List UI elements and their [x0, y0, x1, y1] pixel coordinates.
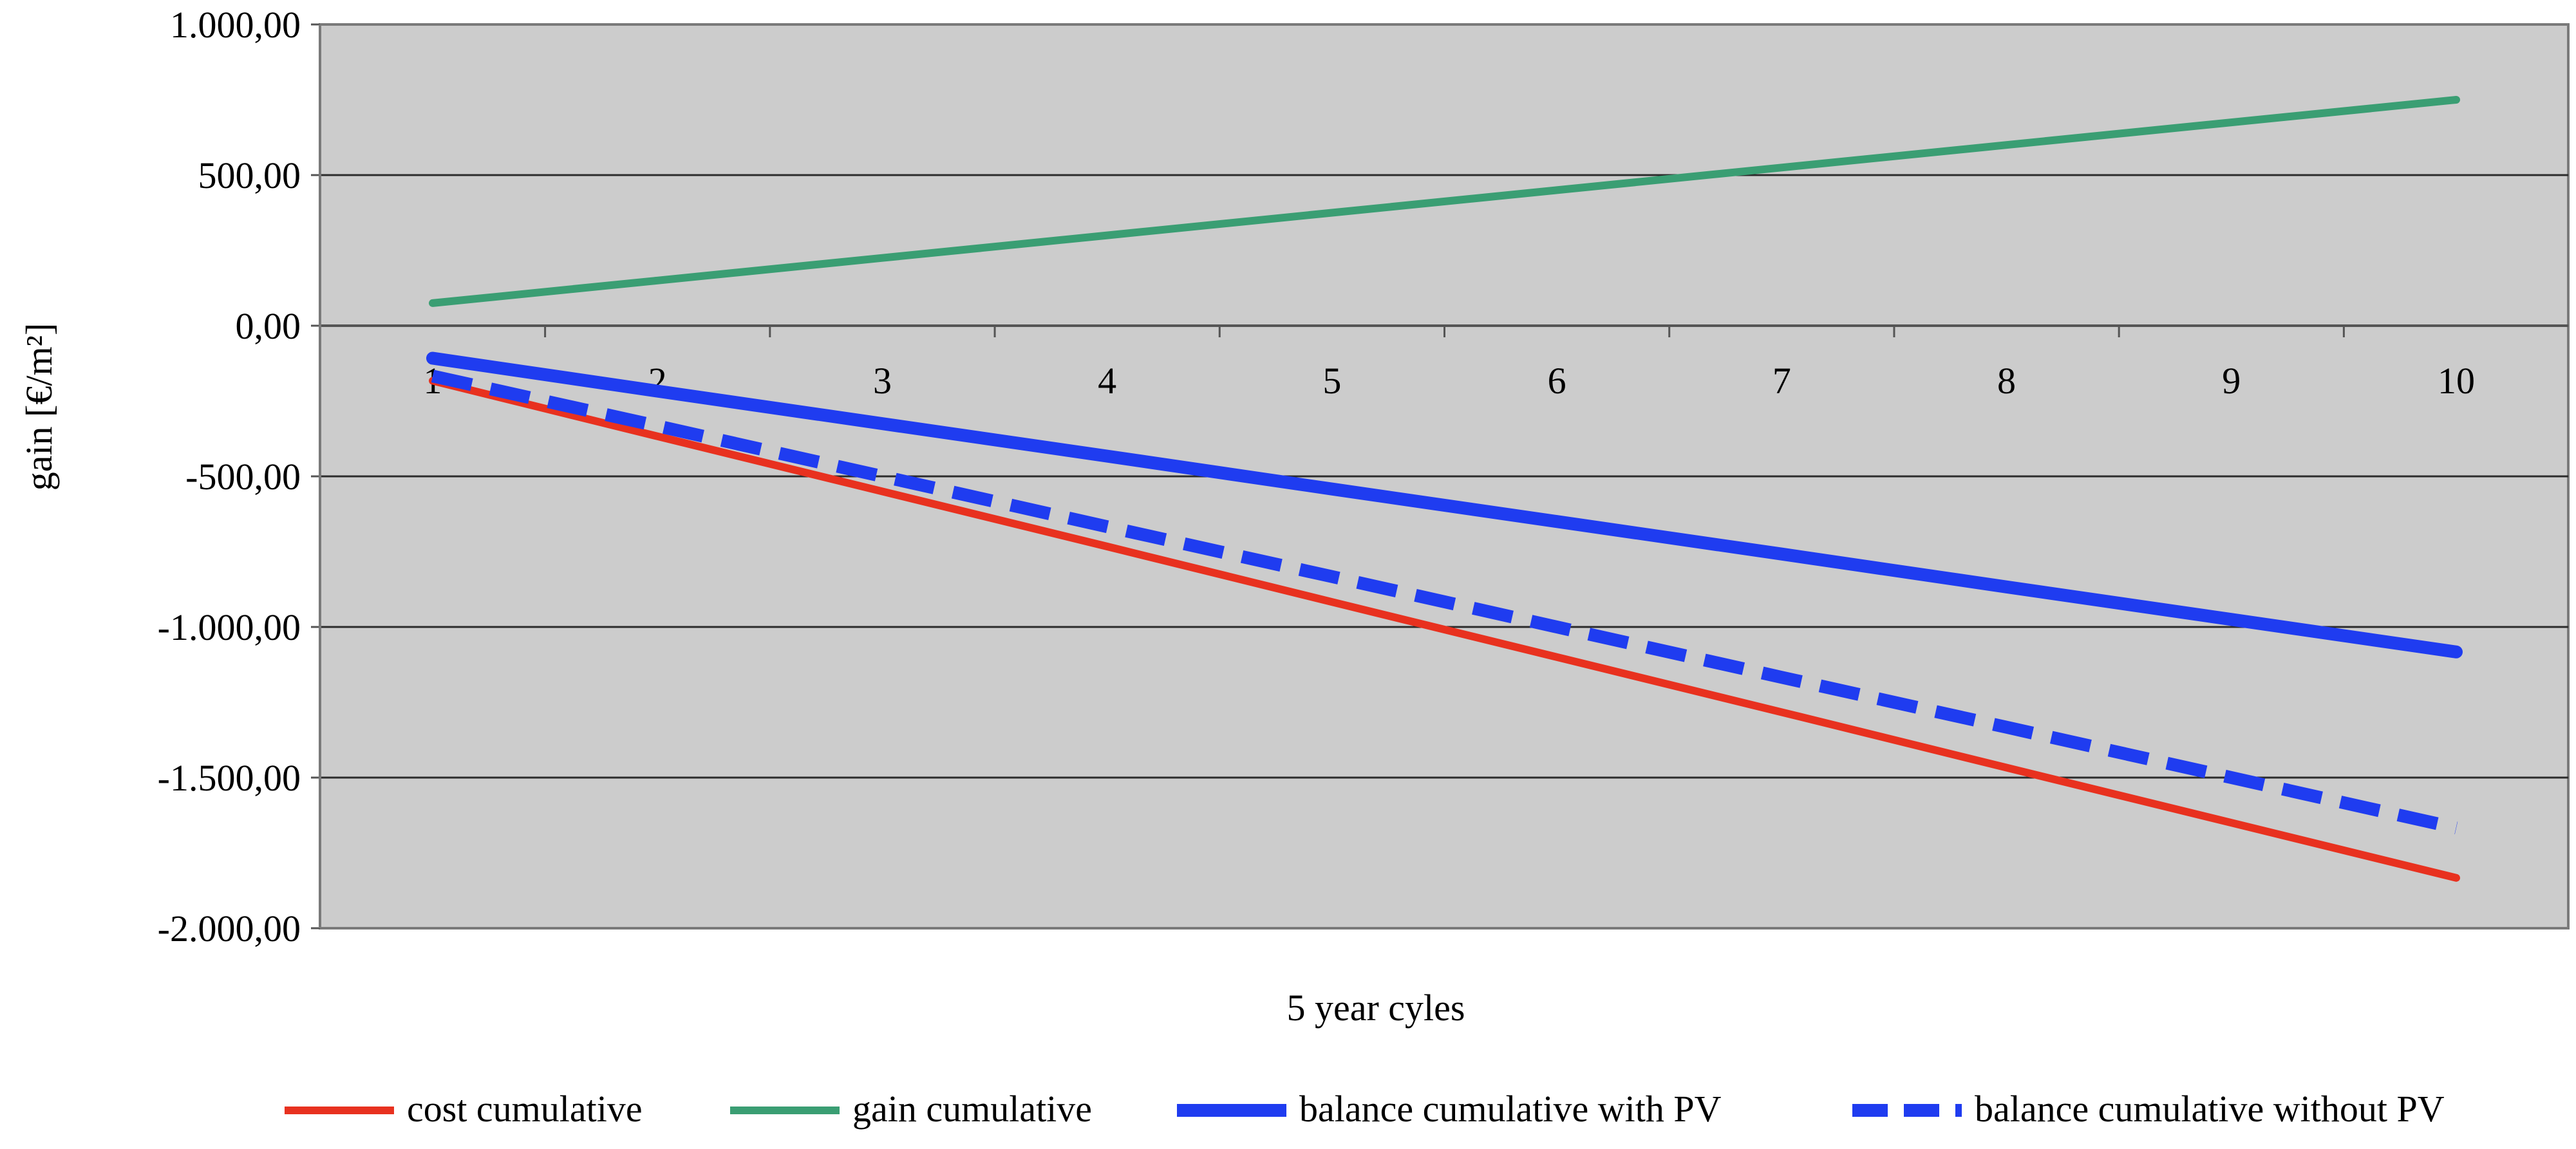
x-axis-title: 5 year cyles: [1287, 987, 1465, 1029]
y-tick-label: -1.000,00: [158, 606, 301, 648]
legend-label: gain cumulative: [852, 1088, 1092, 1130]
y-tick-label: 500,00: [198, 154, 301, 196]
series-line-balance-cumulative-with-pv: [426, 351, 2463, 659]
x-tick-label: 8: [1997, 360, 2016, 402]
series-line-gain-cumulative: [429, 96, 2460, 307]
legend-label: balance cumulative with PV: [1299, 1088, 1722, 1130]
y-tick-label: 0,00: [236, 305, 301, 347]
x-tick-label: 7: [1772, 360, 1791, 402]
y-axis-tick-labels: 1.000,00 500,00 0,00 -500,00 -1.000,00 -1.500…: [158, 4, 320, 949]
y-tick-label: -1.500,00: [158, 757, 301, 799]
series-lines: [426, 96, 2463, 882]
y-tick-label: -2.000,00: [158, 908, 301, 949]
x-tick-label: 9: [2222, 360, 2241, 402]
x-tick-label: 6: [1548, 360, 1566, 402]
legend-label: balance cumulative without PV: [1975, 1088, 2445, 1130]
y-tick-label: 1.000,00: [170, 4, 301, 46]
x-tick-label: 4: [1098, 360, 1116, 402]
series-line-cost-cumulative: [429, 377, 2460, 882]
legend: cost cumulative gain cumulative balance cu…: [285, 1088, 2445, 1130]
x-tick-label: 10: [2438, 360, 2475, 402]
series-line-balance-cumulative-without-pv: [431, 369, 2458, 834]
legend-label: cost cumulative: [407, 1088, 643, 1130]
y-tick-label: -500,00: [185, 456, 301, 498]
x-tick-label: 3: [873, 360, 892, 402]
y-axis-title: gain [€/m²]: [18, 323, 60, 491]
x-tick-label: 5: [1322, 360, 1341, 402]
